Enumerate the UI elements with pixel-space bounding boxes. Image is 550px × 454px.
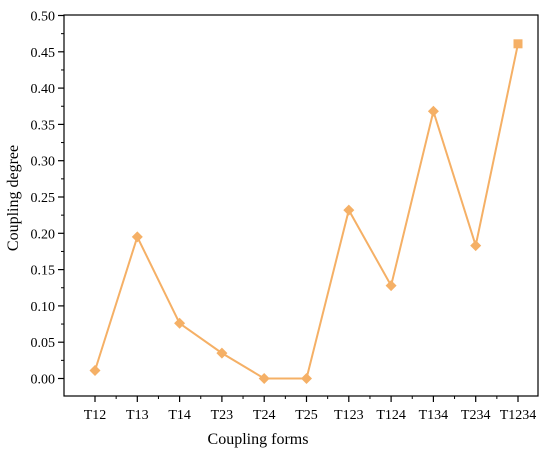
x-tick-label: T134 xyxy=(419,408,449,423)
y-tick-label: 0.15 xyxy=(31,264,56,279)
diamond-marker xyxy=(385,280,397,292)
x-axis: T12 T13 T14 T23 T24 T25 T123 T124 T134 T234 T1234 xyxy=(84,396,537,423)
diamond-marker xyxy=(470,240,482,252)
series-line xyxy=(94,43,519,380)
diamond-marker xyxy=(89,365,101,376)
diamond-marker xyxy=(427,105,439,117)
x-tick-label: T24 xyxy=(253,408,276,423)
y-tick-label: 0.50 xyxy=(31,10,56,25)
diamond-marker xyxy=(216,347,228,359)
y-axis: 0.00 0.05 0.10 0.15 0.20 0.25 0.30 0.35 0.40 0.45… xyxy=(31,10,64,388)
y-tick-label: 0.10 xyxy=(31,300,56,315)
y-tick-label: 0.40 xyxy=(31,82,56,97)
diamond-marker xyxy=(131,231,143,243)
x-tick-label: T25 xyxy=(295,408,318,423)
x-tick-label: T1234 xyxy=(500,408,537,423)
diamond-marker xyxy=(174,317,186,329)
diamond-marker xyxy=(258,373,270,384)
y-axis-label: Coupling degree xyxy=(5,145,22,251)
x-tick-label: T14 xyxy=(168,408,191,423)
square-marker xyxy=(513,39,523,49)
y-tick-label: 0.25 xyxy=(31,191,56,206)
y-tick-label: 0.35 xyxy=(31,118,56,133)
x-tick-label: T124 xyxy=(376,408,406,423)
x-axis-label: Coupling forms xyxy=(208,431,309,448)
x-tick-label: T23 xyxy=(211,408,234,423)
plot-frame xyxy=(63,14,539,397)
x-tick-label: T123 xyxy=(334,408,364,423)
x-tick-label: T12 xyxy=(84,408,107,423)
x-tick-label: T13 xyxy=(126,408,149,423)
y-tick-label: 0.00 xyxy=(31,373,56,388)
y-tick-label: 0.05 xyxy=(31,336,56,351)
x-tick-label: T234 xyxy=(461,408,491,423)
diamond-marker xyxy=(343,204,355,216)
y-tick-label: 0.45 xyxy=(31,46,56,61)
diamond-marker xyxy=(301,373,312,384)
y-tick-label: 0.30 xyxy=(31,155,56,170)
y-tick-label: 0.20 xyxy=(31,227,56,242)
series-markers xyxy=(89,39,523,384)
